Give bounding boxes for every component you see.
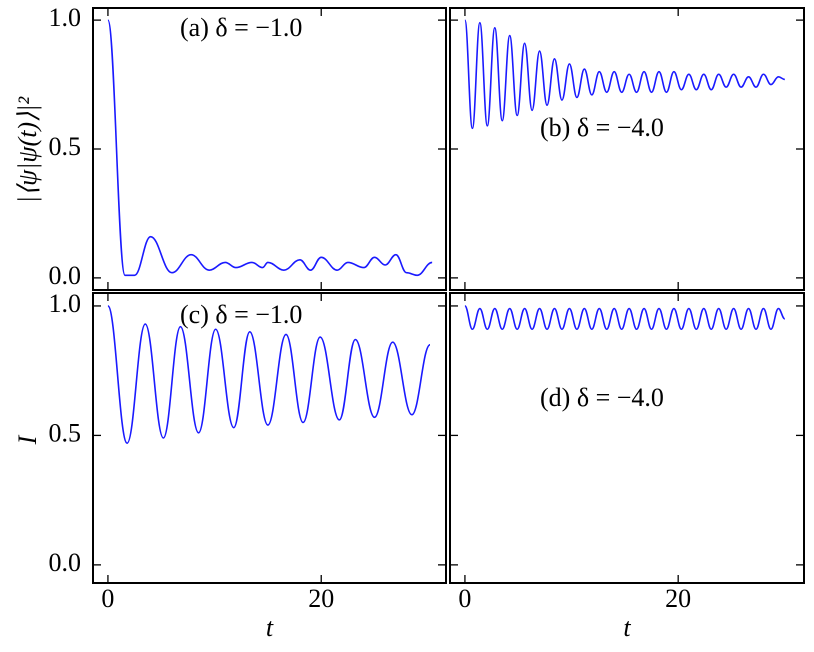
y-axis-label: |⟨ψ|ψ(t)⟩|²: [13, 96, 42, 204]
y-tick-label: 0.5: [49, 132, 82, 161]
y-axis-label: I: [13, 434, 42, 445]
x-axis-label: t: [623, 613, 631, 642]
x-tick-label: 0: [458, 584, 471, 613]
data-line: [107, 19, 433, 277]
x-tick-label: 20: [308, 584, 334, 613]
panel-annotation: (a) δ = −1.0: [180, 13, 302, 42]
y-tick-label: 1.0: [49, 3, 82, 32]
axes-frame: [92, 292, 447, 584]
axes-frame: [92, 7, 447, 291]
data-line: [464, 305, 786, 331]
data-line: [464, 19, 785, 130]
y-tick-label: 0.0: [49, 548, 82, 577]
axes-frame: [449, 292, 805, 584]
panel-annotation: (d) δ = −4.0: [540, 383, 664, 412]
x-axis-label: t: [266, 613, 274, 642]
x-tick-label: 20: [665, 584, 691, 613]
axes-frame: [449, 7, 805, 291]
data-line: [107, 305, 431, 444]
y-tick-label: 1.0: [49, 289, 82, 318]
panel-annotation: (c) δ = −1.0: [180, 300, 302, 329]
x-tick-label: 0: [101, 584, 114, 613]
panel-annotation: (b) δ = −4.0: [540, 113, 664, 142]
y-tick-label: 0.5: [49, 418, 82, 447]
y-tick-label: 0.0: [49, 261, 82, 290]
